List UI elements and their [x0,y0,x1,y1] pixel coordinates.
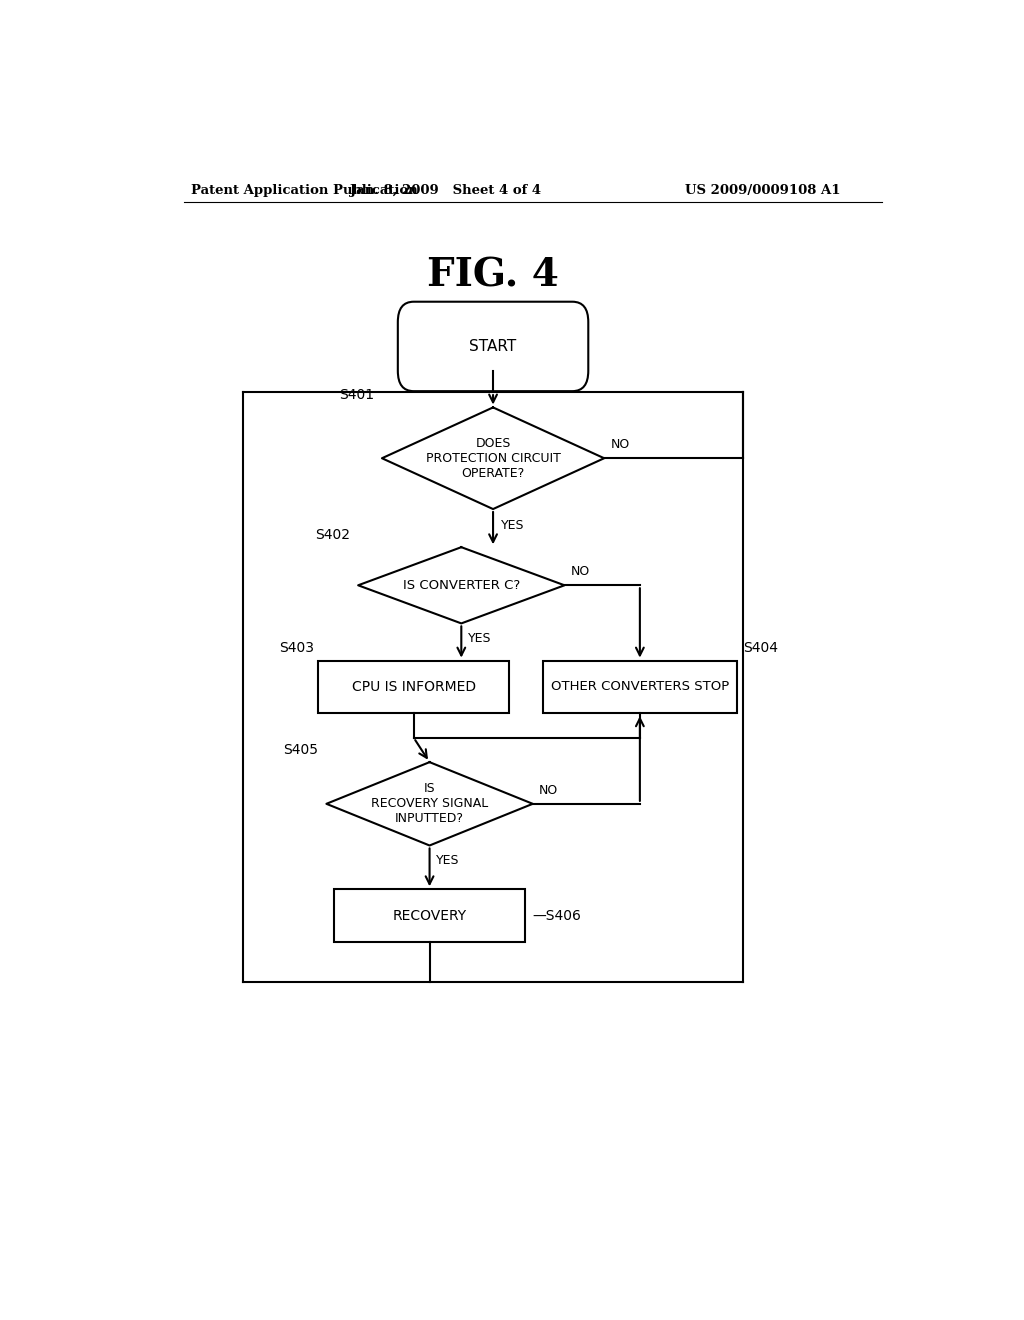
Polygon shape [358,548,564,623]
Text: S402: S402 [315,528,350,543]
Text: NO: NO [570,565,590,578]
Text: FIG. 4: FIG. 4 [427,256,559,294]
Text: OTHER CONVERTERS STOP: OTHER CONVERTERS STOP [551,680,729,693]
Text: IS CONVERTER C?: IS CONVERTER C? [402,578,520,591]
Text: US 2009/0009108 A1: US 2009/0009108 A1 [685,185,841,198]
Text: S405: S405 [284,743,318,758]
Bar [318,660,509,713]
Text: Patent Application Publication: Patent Application Publication [191,185,418,198]
Text: YES: YES [501,519,524,532]
Text: —S406: —S406 [532,908,582,923]
Bar [543,660,737,713]
Text: RECOVERY: RECOVERY [392,908,467,923]
Text: YES: YES [468,631,492,644]
Text: DOES
PROTECTION CIRCUIT
OPERATE?: DOES PROTECTION CIRCUIT OPERATE? [426,437,560,479]
Bar [334,890,524,942]
Text: S401: S401 [339,388,374,403]
Text: IS
RECOVERY SIGNAL
INPUTTED?: IS RECOVERY SIGNAL INPUTTED? [371,783,488,825]
Polygon shape [382,408,604,510]
FancyBboxPatch shape [397,302,588,391]
Text: START: START [469,339,517,354]
Text: S403: S403 [280,642,314,656]
Text: Jan. 8, 2009   Sheet 4 of 4: Jan. 8, 2009 Sheet 4 of 4 [350,185,541,198]
Text: CPU IS INFORMED: CPU IS INFORMED [351,680,476,694]
Polygon shape [327,762,532,846]
Text: S404: S404 [743,642,778,656]
Text: NO: NO [610,438,630,451]
Text: YES: YES [436,854,460,867]
Text: NO: NO [539,784,558,797]
